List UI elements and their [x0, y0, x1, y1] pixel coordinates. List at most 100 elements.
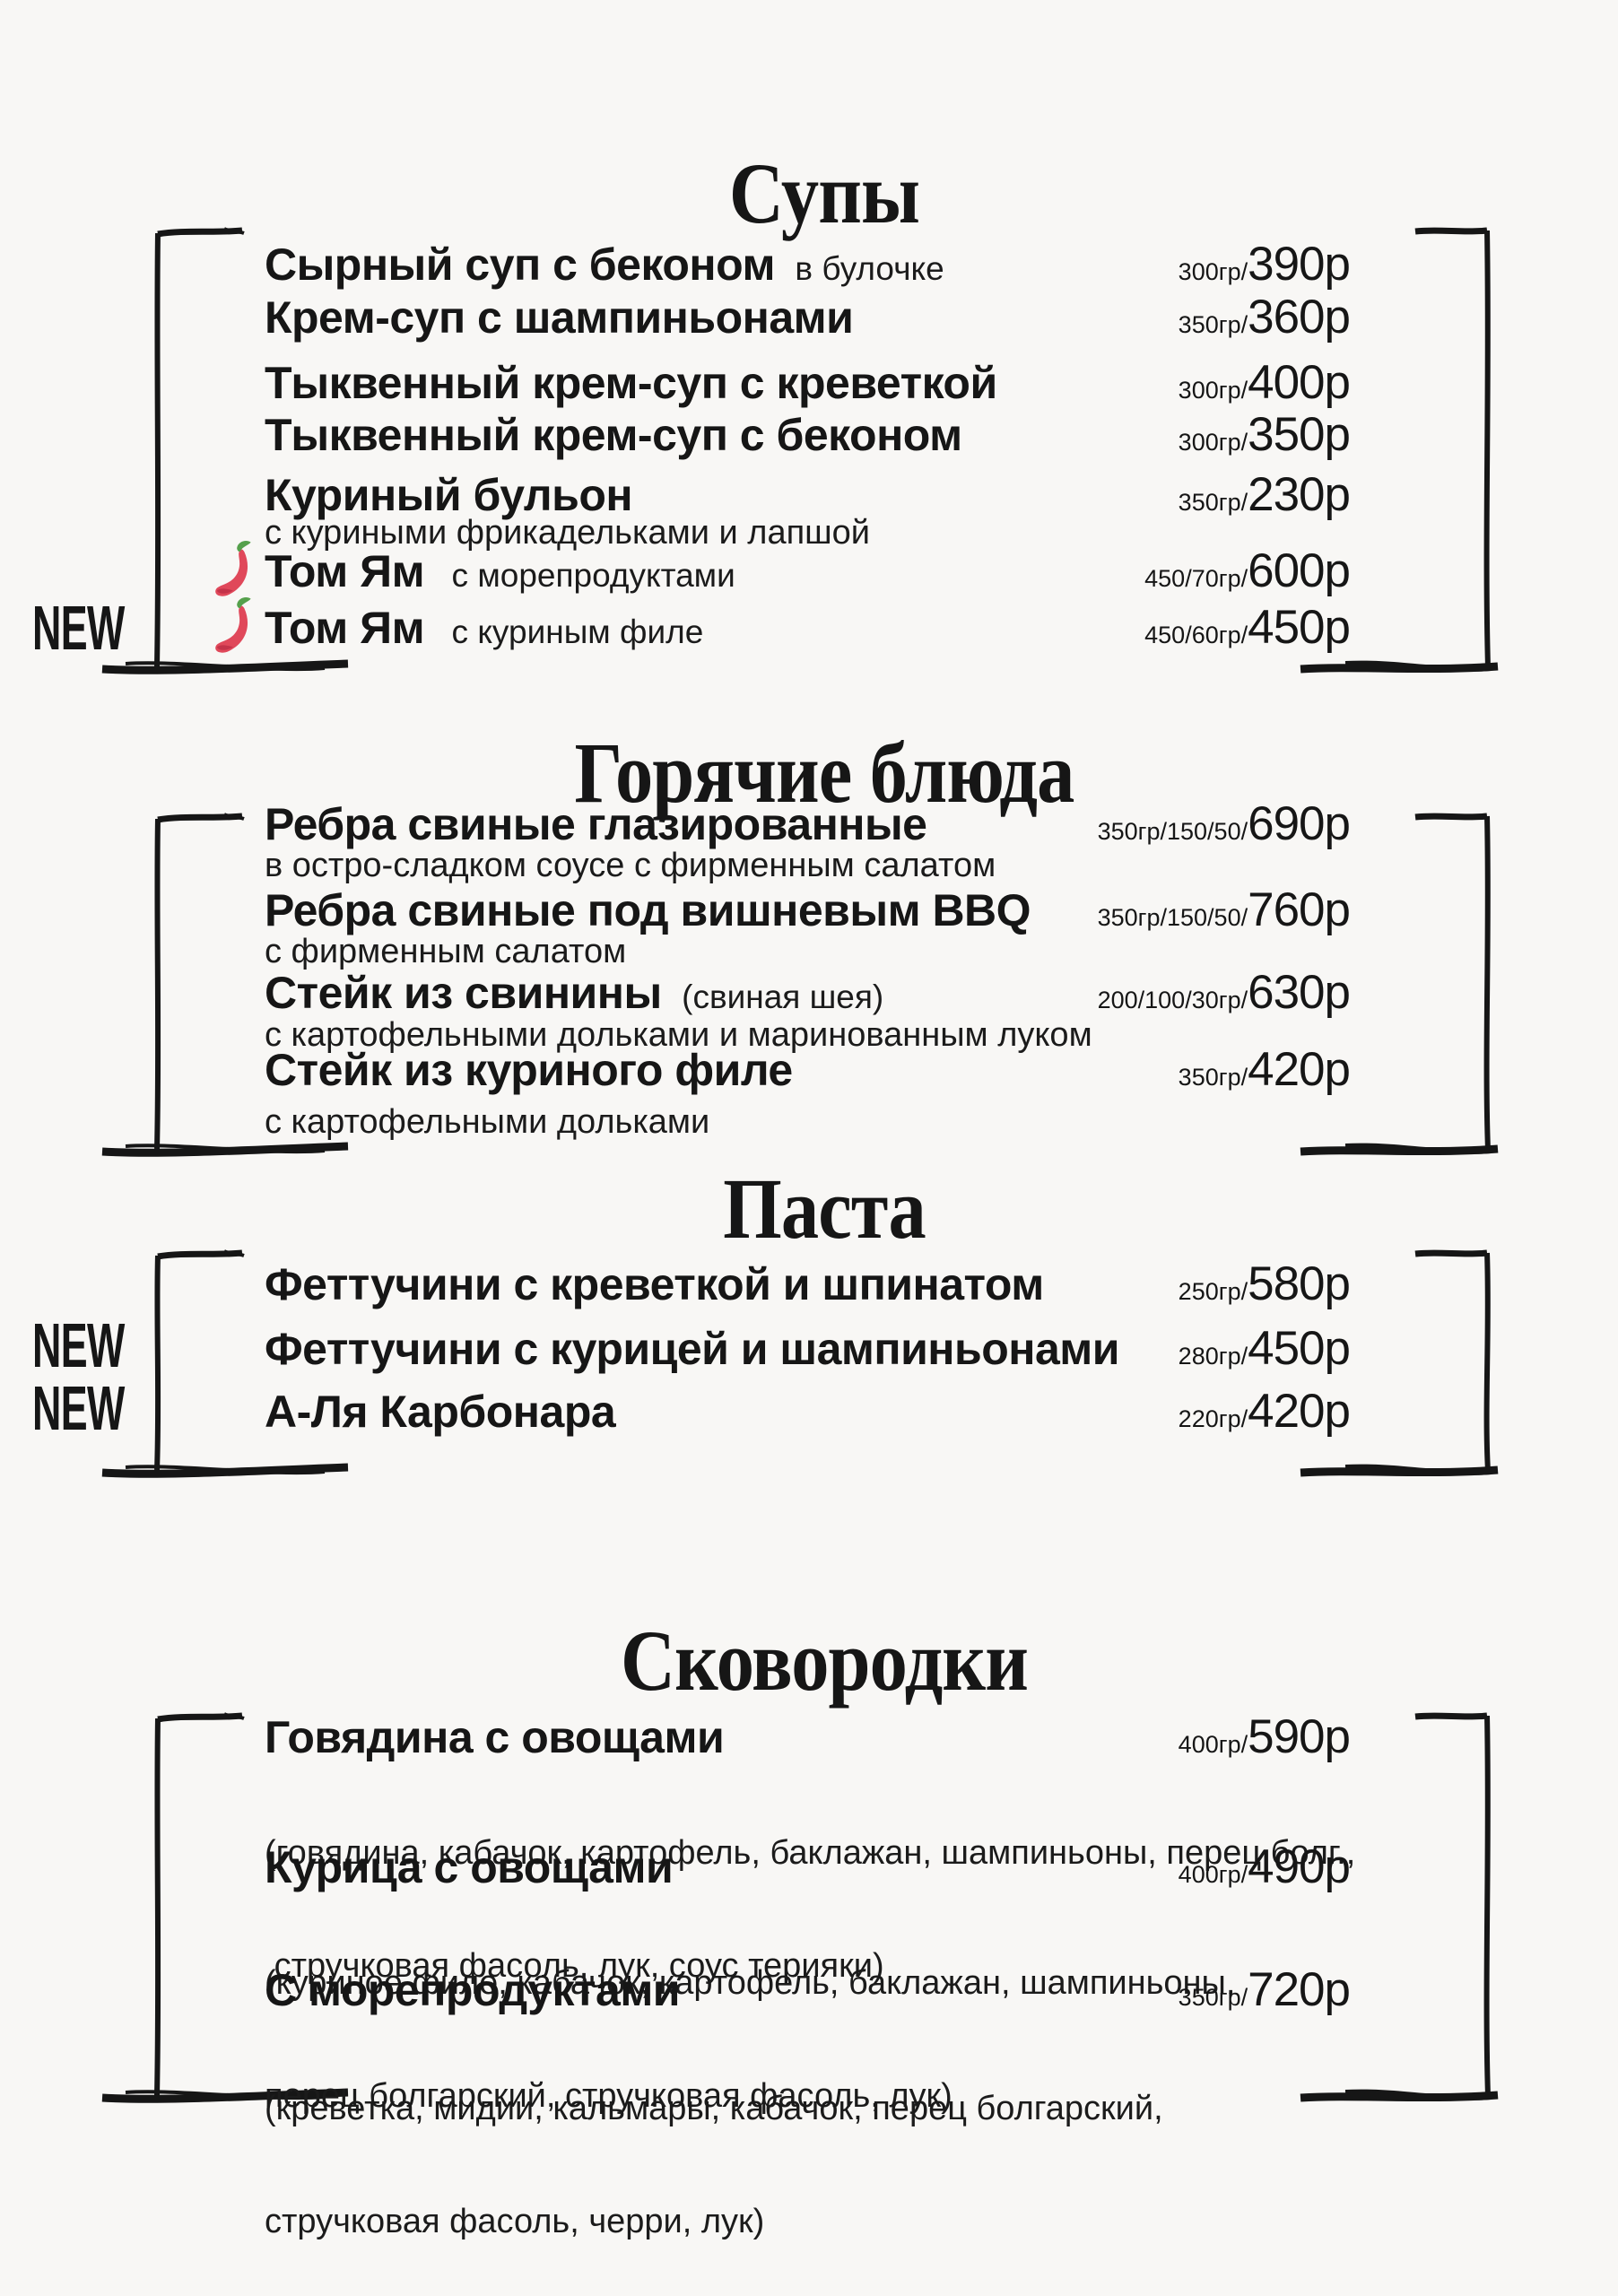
item-price: 450р [1248, 1322, 1351, 1375]
item-name-group: Тыквенный крем-суп с креветкой [265, 361, 997, 405]
item-weight: 250гр/ [1178, 1278, 1248, 1305]
item-price: 690р [1248, 797, 1351, 850]
chili-pepper-icon [209, 538, 256, 603]
item-name: С морепродуктами [265, 1965, 681, 2015]
item-name: Тыквенный крем-суп с беконом [265, 410, 962, 460]
item-weight: 350гр/ [1178, 1064, 1248, 1091]
item-weight: 350гр/ [1178, 1984, 1248, 2011]
item-price-group: 350гр/150/50/690р [1097, 797, 1351, 850]
menu-item-row: Феттучини с курицей и шампиньонами 280гр… [265, 1322, 1351, 1375]
item-qualifier: с морепродуктами [451, 557, 735, 594]
item-name: Том Ям [265, 603, 425, 653]
item-price: 450р [1248, 601, 1351, 654]
item-price: 390р [1248, 238, 1351, 291]
item-price: 400р [1248, 356, 1351, 409]
item-name-group: Крем-суп с шампиньонами [265, 292, 854, 343]
item-desc: в остро-сладком соусе с фирменным салато… [265, 847, 996, 884]
menu-item-row: Тыквенный крем-суп с креветкой 300гр/400… [265, 356, 1351, 409]
menu-item-row: Стейк из куриного филе 350гр/420р [265, 1043, 1351, 1096]
item-desc-line: стручковая фасоль, черри, лук) [265, 2203, 765, 2240]
item-weight: 350гр/ [1178, 311, 1248, 338]
item-weight: 350гр/150/50/ [1097, 818, 1248, 845]
item-qualifier: с куриным филе [451, 613, 704, 650]
item-name: А-Ля Карбонара [265, 1387, 616, 1437]
item-price-group: 300гр/350р [1179, 411, 1351, 458]
item-price: 600р [1248, 544, 1351, 597]
item-name: Сырный суп с беконом [265, 239, 775, 290]
item-price: 420р [1248, 1043, 1351, 1096]
menu-item-row: Стейк из свинины (свиная шея) 200/100/30… [265, 969, 1351, 1016]
item-weight: 450/70гр/ [1144, 565, 1248, 592]
bracket-right [1300, 1712, 1499, 2102]
bracket-left [101, 813, 349, 1157]
item-desc: (куриное филе, кабачок, картофель, бакла… [265, 1889, 1235, 2190]
bracket-right [1300, 813, 1499, 1156]
item-name-group: Говядина с овощами [265, 1715, 725, 1760]
item-name: Феттучини с курицей и шампиньонами [265, 1324, 1120, 1374]
item-name-group: Куриный бульон [265, 473, 633, 517]
item-name-group: Том Ям с куриным филе [265, 605, 703, 650]
item-desc-line: перец болгарский, стручковая фасоль, лук… [265, 2077, 953, 2115]
item-name-group: Стейк из свинины (свиная шея) [265, 970, 883, 1015]
menu-item-row: Крем-суп с шампиньонами 350гр/360р [265, 291, 1351, 344]
item-name: Стейк из свинины [265, 968, 662, 1018]
item-name: Курица с овощами [265, 1842, 674, 1892]
item-name: Том Ям [265, 546, 425, 596]
section-title-soups: Супы [728, 145, 920, 241]
item-price: 590р [1248, 1710, 1351, 1763]
item-name-group: Феттучини с курицей и шампиньонами [265, 1324, 1120, 1374]
item-weight: 220гр/ [1178, 1405, 1248, 1432]
item-weight: 200/100/30гр/ [1097, 987, 1248, 1013]
menu-item-row: А-Ля Карбонара 220гр/420р [265, 1385, 1351, 1438]
bracket-right [1300, 227, 1499, 674]
item-weight: 400гр/ [1178, 1861, 1248, 1888]
item-desc-line: (креветка, мидии, кальмары, кабачок, пер… [265, 2090, 1163, 2127]
item-name-group: С морепродуктами [265, 1965, 681, 2015]
menu-item-row: Ребра свиные глазированные 350гр/150/50/… [265, 797, 1351, 850]
item-price-group: 400гр/590р [1178, 1710, 1351, 1763]
item-name: Ребра свиные глазированные [265, 799, 927, 849]
item-weight: 350гр/ [1178, 489, 1248, 516]
item-name: Тыквенный крем-суп с креветкой [265, 358, 997, 408]
item-qualifier: (свиная шея) [682, 978, 884, 1015]
menu-item-row: Куриный бульон 350гр/230р [265, 468, 1351, 521]
item-price-group: 350гр/420р [1178, 1043, 1351, 1096]
item-desc-line: (куриное филе, кабачок, картофель, бакла… [265, 1964, 1236, 2002]
item-weight: 300гр/ [1178, 377, 1248, 404]
item-desc: с картофельными дольками и маринованным … [265, 1016, 1092, 1054]
item-name-group: Ребра свиные под вишневым BBQ [265, 888, 1031, 933]
item-price-group: 220гр/420р [1178, 1385, 1351, 1438]
item-name-group: Курица с овощами [265, 1842, 674, 1892]
item-price-group: 250гр/580р [1178, 1260, 1351, 1308]
item-name-group: Тыквенный крем-суп с беконом [265, 413, 962, 457]
item-weight: 280гр/ [1178, 1343, 1248, 1370]
item-name-group: Феттучини с креветкой и шпинатом [265, 1262, 1044, 1307]
new-badge: NEW [32, 1310, 125, 1380]
section-title-pasta: Паста [723, 1161, 926, 1257]
item-price-group: 350гр/230р [1178, 468, 1351, 521]
item-price: 360р [1248, 291, 1351, 344]
item-price-group: 350гр/150/50/760р [1098, 886, 1351, 934]
item-name-group: Том Ям с морепродуктами [265, 549, 735, 594]
menu-item-row: Тыквенный крем-суп с беконом 300гр/350р [265, 411, 1351, 458]
item-name: Крем-суп с шампиньонами [265, 292, 854, 343]
item-price: 490р [1248, 1840, 1351, 1893]
item-name-group: Сырный суп с беконом в булочке [265, 242, 944, 287]
item-name-group: Ребра свиные глазированные [265, 802, 927, 847]
item-name: Феттучини с креветкой и шпинатом [265, 1259, 1044, 1309]
item-price-group: 450/60гр/450р [1144, 601, 1351, 654]
menu-item-row: Сырный суп с беконом в булочке 300гр/390… [265, 238, 1351, 291]
item-desc: с куриными фрикадельками и лапшой [265, 514, 871, 552]
item-price: 420р [1248, 1385, 1351, 1438]
item-price-group: 300гр/400р [1178, 356, 1351, 409]
item-price: 230р [1248, 468, 1351, 521]
item-price-group: 450/70гр/600р [1144, 544, 1351, 597]
item-price-group: 400гр/490р [1178, 1840, 1351, 1893]
menu-item-row: Ребра свиные под вишневым BBQ 350гр/150/… [265, 886, 1351, 934]
item-price-group: 200/100/30гр/630р [1097, 969, 1351, 1016]
item-weight: 400гр/ [1178, 1731, 1248, 1758]
item-name: Стейк из куриного филе [265, 1045, 793, 1095]
